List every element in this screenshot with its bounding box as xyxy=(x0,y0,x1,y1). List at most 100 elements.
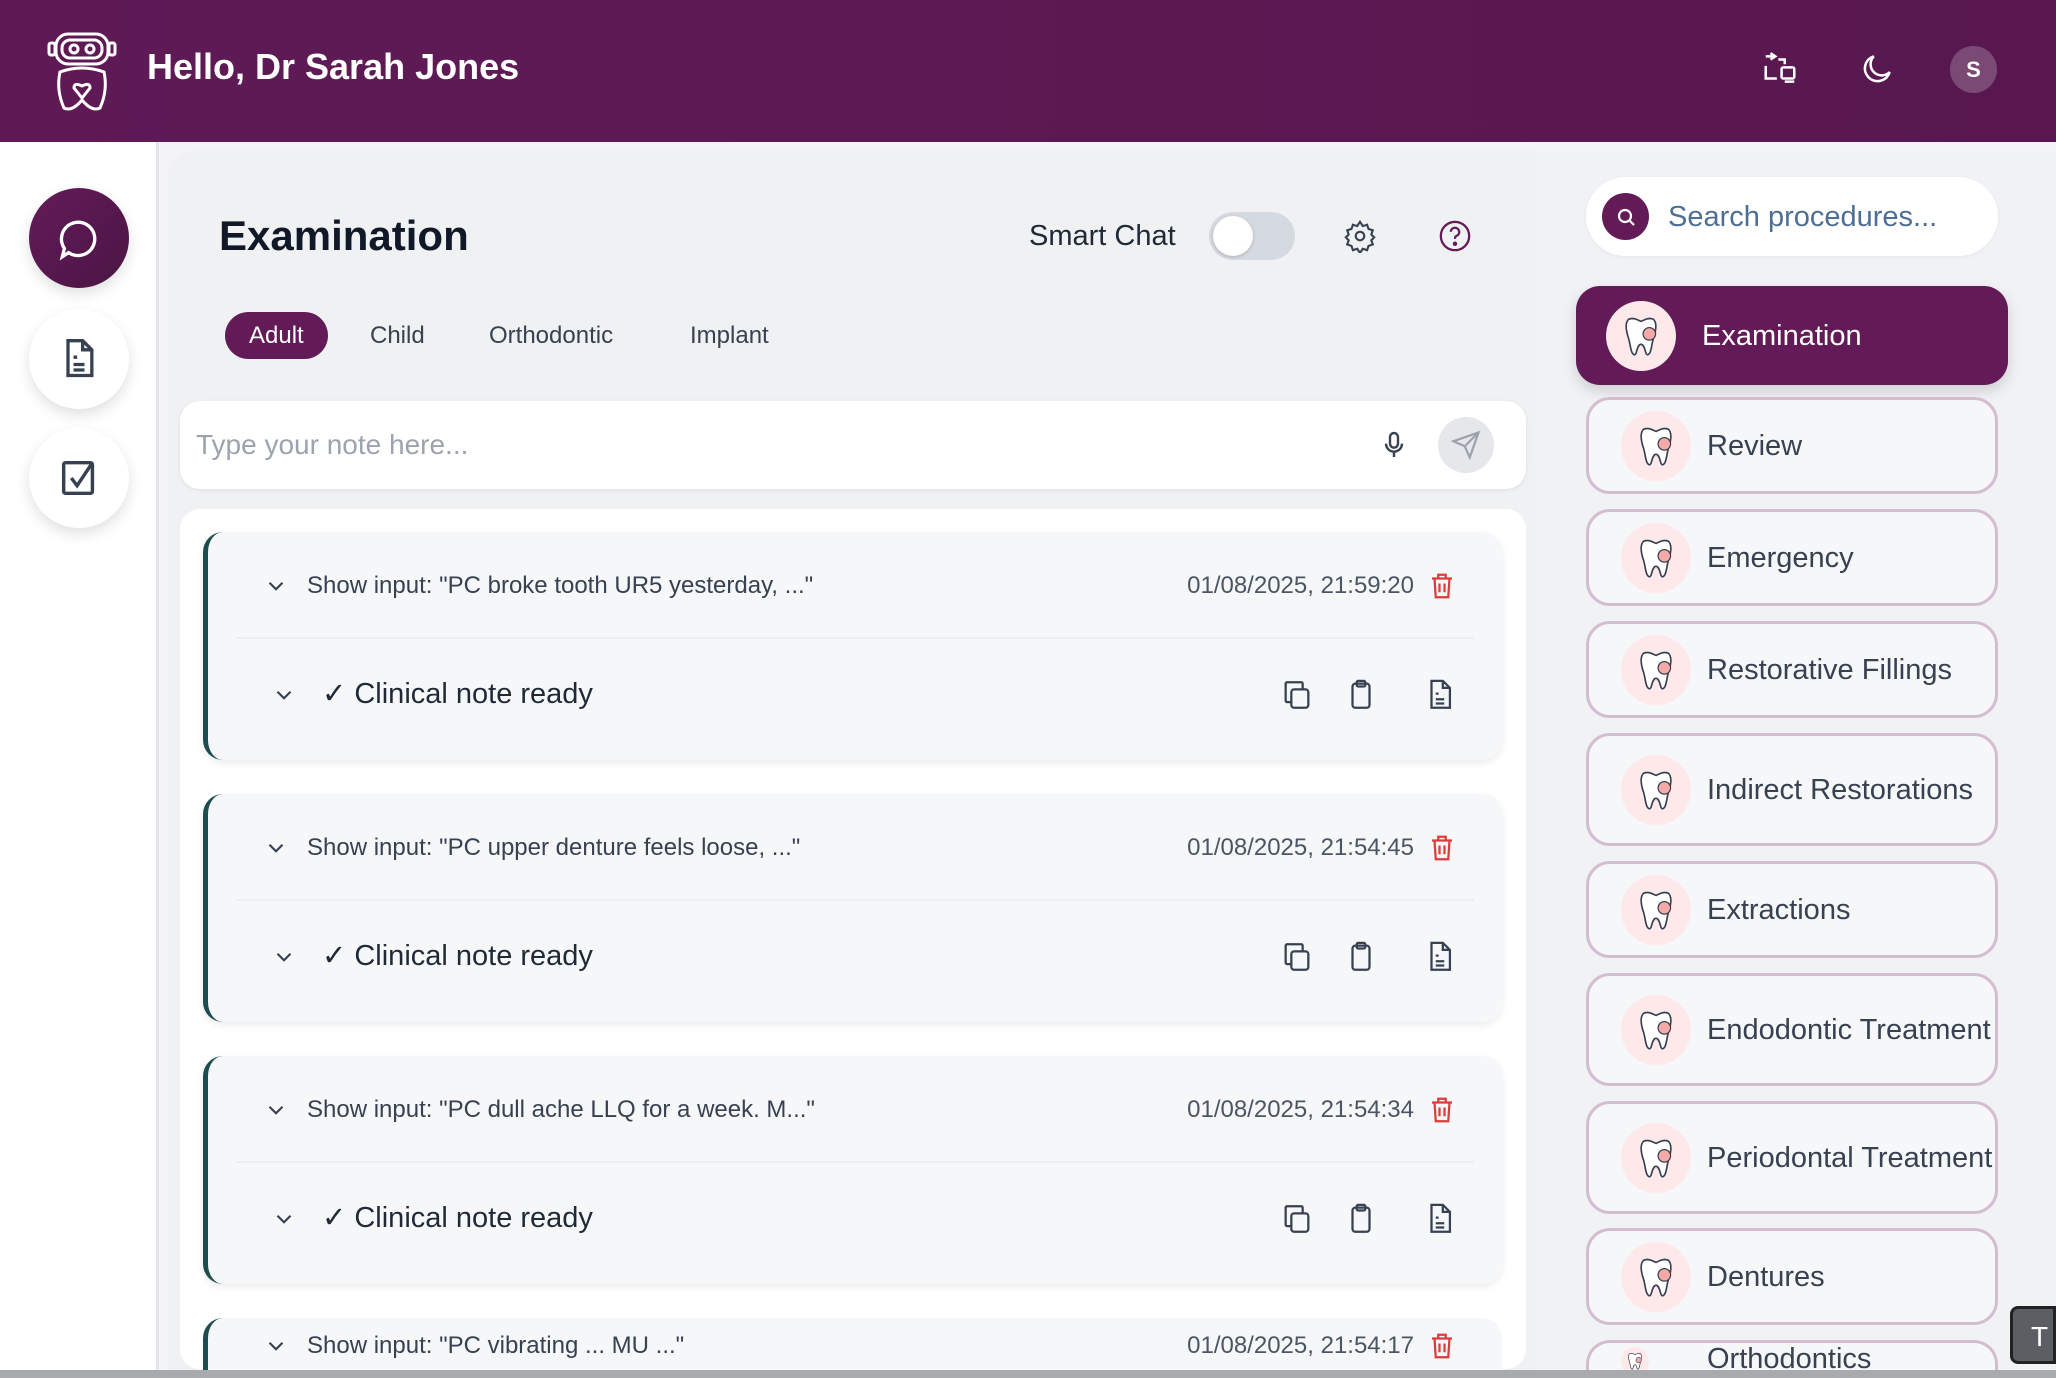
procedure-search xyxy=(1586,177,1998,256)
note-input-preview[interactable]: Show input: "PC vibrating ... MU ..." xyxy=(307,1332,685,1359)
note-input-preview[interactable]: Show input: "PC broke tooth UR5 yesterda… xyxy=(307,572,814,599)
robot-tooth-logo xyxy=(47,32,117,111)
copy-icon[interactable] xyxy=(1280,678,1314,712)
divider xyxy=(236,1161,1474,1163)
microphone-icon[interactable] xyxy=(1378,429,1410,461)
send-icon xyxy=(1451,430,1481,460)
procedure-label: Examination xyxy=(1702,319,1862,352)
clinical-note-status: ✓ Clinical note ready xyxy=(322,678,593,710)
search-icon[interactable] xyxy=(1602,193,1649,240)
tab-orthodontic[interactable]: Orthodontic xyxy=(489,321,614,349)
note-input-row[interactable]: Show input: "PC vibrating ... MU ..." 01… xyxy=(208,1322,1502,1366)
greeting: Hello, Dr Sarah Jones xyxy=(147,46,520,87)
note-input-row[interactable]: Show input: "PC dull ache LLQ for a week… xyxy=(208,1086,1502,1134)
trash-icon[interactable] xyxy=(1427,1094,1457,1126)
chevron-down-icon[interactable] xyxy=(271,1206,297,1232)
smart-chat-label: Smart Chat xyxy=(1029,220,1176,252)
toggle-knob xyxy=(1213,216,1253,256)
note-input-preview[interactable]: Show input: "PC upper denture feels loos… xyxy=(307,834,801,861)
procedure-item-emergency[interactable]: Emergency xyxy=(1586,509,1998,606)
rail-tasks-button[interactable] xyxy=(29,428,129,528)
send-button[interactable] xyxy=(1438,417,1494,473)
moon-icon[interactable] xyxy=(1858,50,1896,88)
window-bottom-edge xyxy=(0,1370,2056,1378)
note-timestamp: 01/08/2025, 21:54:45 xyxy=(1187,834,1414,861)
switch-icon[interactable] xyxy=(1761,50,1799,88)
app-header: Hello, Dr Sarah Jones S xyxy=(0,0,2056,142)
procedures-panel: Examination Review Emergency Restorative… xyxy=(1537,151,2056,1376)
note-timestamp: 01/08/2025, 21:54:34 xyxy=(1187,1096,1414,1123)
note-card: Show input: "PC broke tooth UR5 yesterda… xyxy=(203,532,1502,760)
procedure-label: Endodontic Treatment xyxy=(1707,1013,1991,1046)
rail-chat-button[interactable] xyxy=(29,188,129,288)
clipboard-icon[interactable] xyxy=(1344,1202,1378,1236)
gear-icon[interactable] xyxy=(1343,219,1377,253)
left-rail xyxy=(0,142,159,1378)
note-input[interactable] xyxy=(196,421,1346,469)
trash-icon[interactable] xyxy=(1427,1330,1457,1362)
filling-tooth-icon xyxy=(1621,634,1691,705)
procedure-label: Restorative Fillings xyxy=(1707,653,1952,686)
procedure-item-review[interactable]: Review xyxy=(1586,397,1998,494)
tooltip: T xyxy=(2010,1306,2056,1364)
procedure-item-dentures[interactable]: Dentures xyxy=(1586,1228,1998,1325)
copy-icon[interactable] xyxy=(1280,940,1314,974)
procedure-item-examination[interactable]: Examination xyxy=(1576,286,2008,385)
note-input-bar xyxy=(180,401,1526,489)
help-icon[interactable] xyxy=(1438,219,1472,253)
clinical-note-row[interactable]: ✓ Clinical note ready xyxy=(208,1194,1502,1244)
periodontal-tooth-icon xyxy=(1621,1122,1691,1193)
note-card: Show input: "PC vibrating ... MU ..." 01… xyxy=(203,1318,1502,1370)
procedure-item-periodontal-treatment[interactable]: Periodontal Treatment xyxy=(1586,1101,1998,1214)
chevron-down-icon[interactable] xyxy=(263,1333,289,1359)
procedure-label: Extractions xyxy=(1707,893,1851,926)
trash-icon[interactable] xyxy=(1427,832,1457,864)
chevron-down-icon[interactable] xyxy=(263,573,289,599)
procedure-item-restorative-fillings[interactable]: Restorative Fillings xyxy=(1586,621,1998,718)
note-input-preview[interactable]: Show input: "PC dull ache LLQ for a week… xyxy=(307,1096,815,1123)
clinical-note-row[interactable]: ✓ Clinical note ready xyxy=(208,932,1502,982)
note-timestamp: 01/08/2025, 21:59:20 xyxy=(1187,572,1414,599)
note-input-row[interactable]: Show input: "PC broke tooth UR5 yesterda… xyxy=(208,562,1502,610)
procedure-label: Orthodontics xyxy=(1707,1343,1872,1375)
note-card: Show input: "PC upper denture feels loos… xyxy=(203,794,1502,1022)
avatar[interactable]: S xyxy=(1950,46,1997,93)
chevron-down-icon[interactable] xyxy=(263,835,289,861)
document-icon[interactable] xyxy=(1423,940,1457,974)
tab-implant[interactable]: Implant xyxy=(690,321,769,349)
clipboard-icon[interactable] xyxy=(1344,940,1378,974)
procedure-item-extractions[interactable]: Extractions xyxy=(1586,861,1998,958)
procedure-label: Emergency xyxy=(1707,541,1854,574)
procedure-label: Indirect Restorations xyxy=(1707,773,1973,806)
extraction-icon xyxy=(1621,874,1691,945)
smart-chat-toggle[interactable] xyxy=(1209,212,1295,260)
procedure-item-indirect-restorations[interactable]: Indirect Restorations xyxy=(1586,733,1998,846)
document-icon[interactable] xyxy=(1423,678,1457,712)
emergency-siren-tooth-icon xyxy=(1621,522,1691,593)
document-icon[interactable] xyxy=(1423,1202,1457,1236)
divider xyxy=(236,637,1474,639)
clinical-note-row[interactable]: ✓ Clinical note ready xyxy=(208,670,1502,720)
procedure-label: Dentures xyxy=(1707,1260,1825,1293)
note-input-row[interactable]: Show input: "PC upper denture feels loos… xyxy=(208,824,1502,872)
note-timestamp: 01/08/2025, 21:54:17 xyxy=(1187,1332,1414,1359)
copy-icon[interactable] xyxy=(1280,1202,1314,1236)
chevron-down-icon[interactable] xyxy=(271,944,297,970)
tab-adult[interactable]: Adult xyxy=(225,312,328,359)
dentures-icon xyxy=(1621,1241,1691,1312)
procedure-item-endodontic-treatment[interactable]: Endodontic Treatment xyxy=(1586,973,1998,1086)
trash-icon[interactable] xyxy=(1427,570,1457,602)
clinical-note-status: ✓ Clinical note ready xyxy=(322,940,593,972)
procedure-label: Periodontal Treatment xyxy=(1707,1141,1993,1174)
chevron-down-icon[interactable] xyxy=(263,1097,289,1123)
procedure-list: Examination Review Emergency Restorative… xyxy=(1537,151,2056,1377)
clipboard-icon[interactable] xyxy=(1344,678,1378,712)
tab-child[interactable]: Child xyxy=(370,321,425,349)
chat-icon xyxy=(59,220,97,261)
chevron-down-icon[interactable] xyxy=(271,682,297,708)
clinical-note-status: ✓ Clinical note ready xyxy=(322,1202,593,1234)
search-procedures-input[interactable] xyxy=(1668,195,1988,239)
checkbox-icon xyxy=(61,460,95,496)
note-card: Show input: "PC dull ache LLQ for a week… xyxy=(203,1056,1502,1284)
rail-document-button[interactable] xyxy=(29,309,129,409)
